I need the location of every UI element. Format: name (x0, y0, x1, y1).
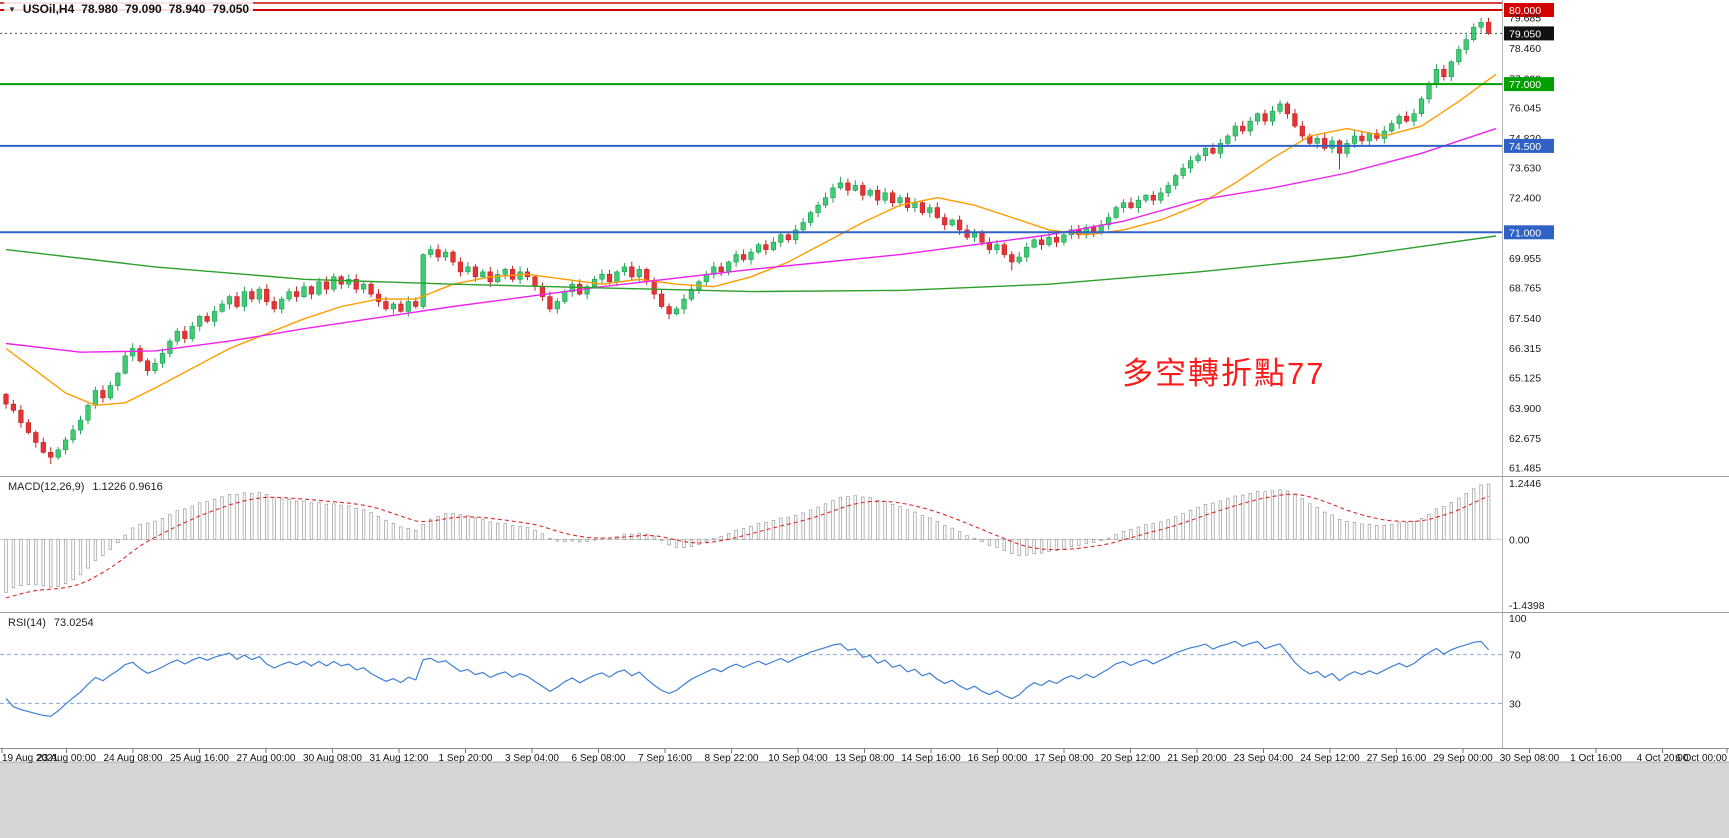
symbol-timeframe-label: USOil,H4 (22, 2, 75, 16)
macd-signal-line (5, 493, 1489, 599)
time-axis-label: 24 Sep 12:00 (1300, 753, 1360, 764)
price-axis-label: 61.485 (1509, 463, 1541, 475)
time-axis-label: 30 Sep 08:00 (1500, 753, 1560, 764)
rsi-value: 73.0254 (53, 617, 94, 629)
time-axis-label: 13 Sep 08:00 (835, 753, 895, 764)
symbol-ohlc-header: ▼ USOil,H4 78.980 79.090 78.940 79.050 (4, 2, 254, 17)
price-badge (1504, 225, 1554, 240)
time-axis-label: 30 Aug 08:00 (303, 753, 362, 764)
rsi-scale-label: 100 (1509, 613, 1527, 625)
macd-indicator-label: MACD(12,26,9) 1.1226 0.9616 (5, 481, 166, 493)
price-badge-label: 79.050 (1509, 28, 1541, 40)
ohlc-open: 78.980 (81, 2, 118, 16)
price-badge (1504, 138, 1554, 153)
time-axis-label: 27 Sep 16:00 (1367, 753, 1427, 764)
price-axis-label: 65.125 (1509, 373, 1541, 385)
price-badge-label: 80.000 (1509, 5, 1541, 17)
rsi-scale-label: 30 (1509, 698, 1521, 710)
price-badge (1504, 3, 1554, 17)
macd-scale-label: -1.4398 (1509, 600, 1545, 612)
time-axis-label: 27 Aug 00:00 (237, 753, 296, 764)
rsi-indicator-label: RSI(14) 73.0254 (5, 617, 97, 629)
symbol-dropdown-icon[interactable]: ▼ (8, 5, 16, 14)
time-axis-label: 25 Aug 16:00 (170, 753, 229, 764)
price-axis-label: 73.630 (1509, 162, 1541, 174)
time-axis-label: 6 Oct 00:00 (1675, 753, 1727, 764)
mid-ma-line (5, 127, 1497, 353)
macd-values: 1.1226 0.9616 (92, 481, 163, 493)
macd-scale-label: 0.00 (1509, 534, 1530, 546)
time-axis-label: 24 Aug 08:00 (104, 753, 163, 764)
time-axis-label: 3 Sep 04:00 (505, 753, 559, 764)
price-axis-label: 68.765 (1509, 283, 1541, 295)
ohlc-low: 78.940 (168, 2, 206, 16)
time-axis-label: 16 Sep 00:00 (968, 753, 1028, 764)
time-axis-label: 29 Sep 00:00 (1433, 753, 1493, 764)
price-axis-label: 78.460 (1509, 43, 1541, 55)
price-axis-label: 79.685 (1509, 13, 1541, 25)
time-axis-label: 7 Sep 16:00 (638, 753, 692, 764)
time-axis-label: 14 Sep 16:00 (901, 753, 961, 764)
time-axis-label: 1 Sep 20:00 (439, 753, 493, 764)
macd-name: MACD(12,26,9) (8, 481, 85, 493)
time-axis-label: 23 Sep 04:00 (1234, 753, 1294, 764)
price-badge (1504, 26, 1554, 41)
price-badge-label: 74.500 (1509, 141, 1541, 153)
time-axis-label: 10 Sep 04:00 (768, 753, 828, 764)
price-axis-label: 63.900 (1509, 403, 1541, 415)
rsi-panel[interactable] (0, 640, 1502, 717)
ohlc-close: 79.050 (212, 2, 250, 16)
price-badge-label: 71.000 (1509, 227, 1541, 239)
chart-annotation: 多空轉折點77 (1122, 356, 1326, 391)
time-axis-label: 17 Sep 08:00 (1034, 753, 1094, 764)
price-axis-label: 62.675 (1509, 433, 1541, 445)
rsi-scale-label: 70 (1509, 650, 1521, 662)
fast-ma-line (5, 73, 1497, 406)
price-panel[interactable] (0, 2, 1502, 465)
price-badge-label: 77.000 (1509, 79, 1541, 91)
time-axis-label: 6 Sep 08:00 (572, 753, 626, 764)
time-axis-label: 19 Aug 2021 (2, 753, 59, 764)
slow-ma-line (5, 235, 1497, 293)
time-axis-label: 1 Oct 16:00 (1570, 753, 1622, 764)
rsi-name: RSI(14) (8, 617, 46, 629)
price-axis-label: 72.400 (1509, 193, 1541, 205)
price-axis-label: 76.045 (1509, 103, 1541, 115)
bottom-bar (0, 762, 1729, 838)
macd-panel[interactable] (0, 483, 1502, 599)
price-axis-label: 67.540 (1509, 313, 1541, 325)
time-axis-label: 21 Sep 20:00 (1167, 753, 1227, 764)
macd-scale-label: 1.2446 (1509, 478, 1541, 490)
ohlc-high: 79.090 (124, 2, 162, 16)
time-axis-label: 31 Aug 12:00 (370, 753, 429, 764)
time-axis-label: 20 Sep 12:00 (1101, 753, 1161, 764)
price-badge (1504, 77, 1554, 92)
time-axis-label: 8 Sep 22:00 (705, 753, 759, 764)
time-axis-label: 23 Aug 00:00 (37, 753, 96, 764)
price-axis-label: 66.315 (1509, 343, 1541, 355)
rsi-line (5, 640, 1489, 717)
time-axis-label: 4 Oct 20:00 (1637, 753, 1689, 764)
price-axis-label: 69.955 (1509, 253, 1541, 265)
